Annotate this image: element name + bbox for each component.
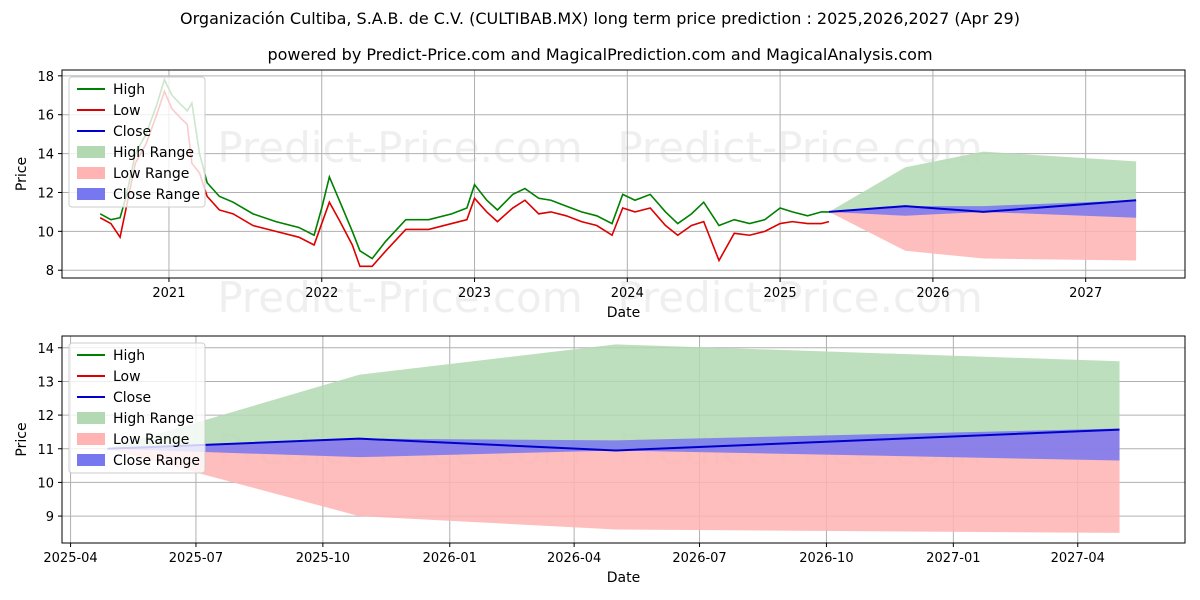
close-range-band [829, 200, 1137, 218]
panel1-series [99, 77, 1137, 268]
legend-label: Low Range [113, 166, 189, 182]
close-series-line [107, 428, 1120, 452]
x-tick-label: 2027-04 [1051, 551, 1105, 566]
legend-swatch-patch [77, 188, 105, 200]
legend-label: Low [113, 369, 141, 385]
y-tick-label: 12 [37, 409, 54, 424]
legend-swatch-patch [77, 167, 105, 179]
plot-frame [61, 335, 1186, 544]
y-tick-label: 9 [46, 510, 54, 525]
legend-swatch-patch [77, 412, 105, 424]
low-series-line [99, 89, 830, 268]
x-tick-label: 2024 [611, 286, 644, 301]
x-tick-label: 2025 [764, 286, 797, 301]
x-tick-label: 2026-10 [799, 551, 853, 566]
watermark-text: Predict-Price.com [617, 123, 982, 172]
high-range-band [107, 344, 1120, 451]
x-tick-label: 2026 [916, 286, 949, 301]
close-series-line [828, 199, 1137, 213]
y-tick-label: 14 [37, 342, 54, 357]
watermark-text: Predict-Price.com [217, 273, 582, 322]
x-tick-label: 2027 [1069, 286, 1102, 301]
high-range-band [829, 151, 1137, 212]
y-tick-label: 8 [46, 264, 54, 279]
y-tick-label: 13 [37, 375, 54, 390]
legend: High Low Close High Range Low Range Close Ran… [68, 342, 206, 474]
y-axis-label: Price [14, 157, 30, 191]
panel1: Predict-Price.com Predict-Price.com Predic… [14, 69, 1186, 322]
legend-label: High [113, 82, 145, 98]
y-tick-label: 14 [37, 148, 54, 163]
legend-swatch-patch [77, 146, 105, 158]
legend: High Low Close High Range Low Range Close Ran… [68, 76, 206, 208]
y-tick-label: 16 [37, 109, 54, 124]
plot-frame [61, 69, 1186, 279]
y-axis-label: Price [14, 422, 30, 456]
x-tick-label: 2022 [305, 286, 338, 301]
watermark-text: Predict-Price.com [617, 273, 982, 322]
y-tick-label: 10 [37, 225, 54, 240]
x-tick-label: 2025-10 [296, 551, 350, 566]
legend-label: Low Range [113, 432, 189, 448]
panel2-series [107, 344, 1120, 533]
y-tick-label: 11 [37, 443, 54, 458]
watermark-text: Predict-Price.com [217, 123, 582, 172]
x-tick-label: 2026-04 [547, 551, 601, 566]
legend-label: Low [113, 103, 141, 119]
x-tick-label: 2026-07 [672, 551, 726, 566]
legend-label: Close Range [113, 187, 200, 203]
chart-subtitle: powered by Predict-Price.com and Magical… [267, 45, 933, 64]
chart-title: Organización Cultiba, S.A.B. de C.V. (CU… [180, 9, 1020, 28]
legend-label: High Range [113, 411, 194, 427]
legend-swatch-patch [77, 454, 105, 466]
legend-label: Close [113, 124, 151, 140]
x-tick-label: 2025-04 [43, 551, 97, 566]
legend-swatch-patch [77, 433, 105, 445]
x-tick-label: 2026-01 [423, 551, 477, 566]
y-tick-label: 10 [37, 476, 54, 491]
legend-label: High Range [113, 145, 194, 161]
x-tick-label: 2025-07 [169, 551, 223, 566]
x-axis-label: Date [607, 305, 640, 321]
x-tick-label: 2021 [152, 286, 185, 301]
legend-label: Close Range [113, 453, 200, 469]
x-axis-label: Date [607, 570, 640, 586]
legend-label: Close [113, 390, 151, 406]
panel2: Predict-Price.comPredict-Price.com2025-0… [14, 335, 1186, 586]
y-tick-label: 12 [37, 186, 54, 201]
legend-label: High [113, 348, 145, 364]
x-tick-label: 2027-01 [926, 551, 980, 566]
y-tick-label: 18 [37, 70, 54, 85]
x-tick-label: 2023 [458, 286, 491, 301]
close-range-band [107, 428, 1120, 461]
